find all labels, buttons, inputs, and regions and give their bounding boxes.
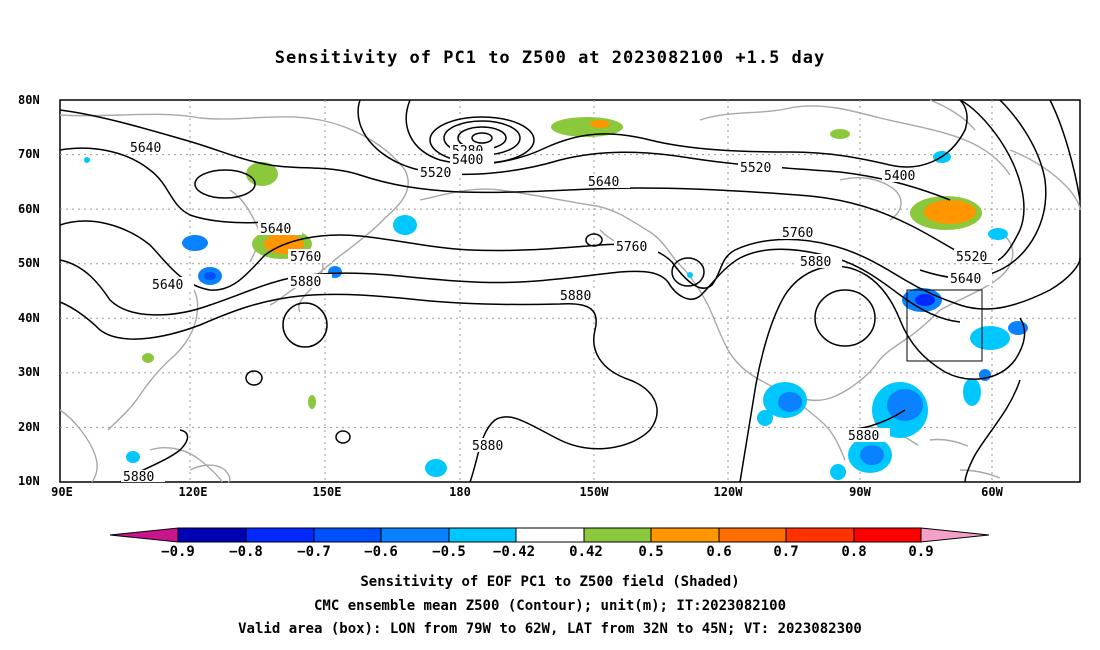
contour-label: 5520 — [956, 250, 987, 265]
colorbar-swatch — [449, 528, 516, 542]
lat-label: 20N — [18, 420, 40, 434]
lon-label: 120W — [714, 485, 743, 499]
colorbar-swatch — [584, 528, 651, 542]
lon-label: 120E — [179, 485, 208, 499]
contour-label: 5640 — [130, 141, 161, 156]
colorbar-swatch — [246, 528, 314, 542]
colorbar-swatch — [921, 528, 989, 542]
colorbar-label: −0.6 — [364, 544, 398, 560]
contour-label: 5760 — [616, 240, 647, 255]
colorbar-swatch — [516, 528, 584, 542]
colorbar-swatch — [314, 528, 381, 542]
lon-label: 90W — [849, 485, 871, 499]
contour-label: 5640 — [152, 278, 183, 293]
colorbar-swatch — [651, 528, 719, 542]
colorbar-label: 0.9 — [908, 544, 933, 560]
contour-label: 5760 — [290, 250, 321, 265]
contour-label: 5400 — [884, 169, 915, 184]
lon-label: 150W — [580, 485, 609, 499]
colorbar-label: 0.5 — [638, 544, 663, 560]
lat-label: 60N — [18, 202, 40, 216]
colorbar-label: −0.42 — [493, 544, 535, 560]
contour-label: 5880 — [800, 255, 831, 270]
colorbar-swatch — [719, 528, 786, 542]
colorbar — [110, 528, 989, 542]
lon-label: 150E — [313, 485, 342, 499]
colorbar-swatch — [381, 528, 449, 542]
colorbar-label: 0.42 — [569, 544, 603, 560]
lon-label: 60W — [981, 485, 1003, 499]
contour-label: 5880 — [290, 275, 321, 290]
colorbar-label: 0.6 — [706, 544, 731, 560]
lon-label: 180 — [449, 485, 471, 499]
contour-label: 5880 — [472, 439, 503, 454]
colorbar-swatch — [178, 528, 246, 542]
contour-label: 5760 — [782, 226, 813, 241]
caption-line-2: CMC ensemble mean Z500 (Contour); unit(m… — [0, 598, 1100, 614]
colorbar-label: 0.8 — [841, 544, 866, 560]
colorbar-swatch — [854, 528, 921, 542]
contour-label: 5640 — [950, 272, 981, 287]
lon-label: 90E — [51, 485, 73, 499]
contour-label: 5880 — [560, 289, 591, 304]
contour-label: 5880 — [123, 470, 154, 485]
colorbar-label: 0.7 — [773, 544, 798, 560]
colorbar-label: −0.7 — [297, 544, 331, 560]
lat-label: 80N — [18, 93, 40, 107]
lat-label: 50N — [18, 256, 40, 270]
lat-label: 10N — [18, 474, 40, 488]
caption-line-3: Valid area (box): LON from 79W to 62W, L… — [0, 621, 1100, 637]
colorbar-label: −0.8 — [229, 544, 263, 560]
contour-label: 5520 — [740, 161, 771, 176]
colorbar-label: −0.9 — [161, 544, 195, 560]
contour-label: 5520 — [420, 166, 451, 181]
caption-line-1: Sensitivity of EOF PC1 to Z500 field (Sh… — [0, 574, 1100, 590]
contour-label: 5640 — [588, 175, 619, 190]
colorbar-label: −0.5 — [432, 544, 466, 560]
colorbar-swatch — [110, 528, 178, 542]
lat-label: 30N — [18, 365, 40, 379]
lat-label: 40N — [18, 311, 40, 325]
lat-label: 70N — [18, 147, 40, 161]
contour-label: 5640 — [260, 222, 291, 237]
contour-label: 5880 — [848, 429, 879, 444]
colorbar-swatch — [786, 528, 854, 542]
